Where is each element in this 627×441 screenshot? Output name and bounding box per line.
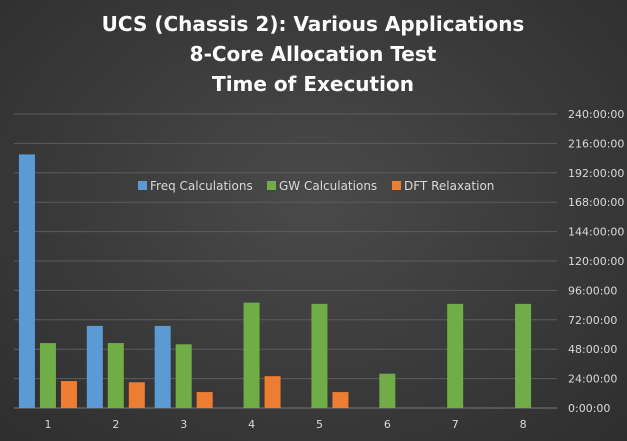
x-tick-label: 4 — [248, 418, 255, 431]
title-line-1: UCS (Chassis 2): Various Applications — [102, 12, 525, 36]
legend-label: DFT Relaxation — [404, 179, 494, 193]
y-tick-label: 240:00:00 — [568, 108, 624, 121]
x-tick-label: 6 — [384, 418, 391, 431]
bars — [18, 154, 532, 408]
bar-freq-calculations-1 — [18, 154, 35, 408]
bar-freq-calculations-3 — [154, 325, 171, 408]
bar-gw-calculations-6 — [379, 373, 396, 408]
bar-gw-calculations-8 — [515, 303, 532, 408]
x-tick-label: 3 — [180, 418, 187, 431]
bar-dft-relaxation-3 — [196, 392, 213, 408]
gridlines — [14, 113, 557, 409]
bar-freq-calculations-2 — [86, 325, 103, 408]
x-tick-label: 1 — [44, 418, 51, 431]
y-tick-label: 120:00:00 — [568, 255, 624, 268]
legend-swatch — [267, 181, 276, 190]
legend-swatch — [138, 181, 147, 190]
chart-title: UCS (Chassis 2): Various Applications 8-… — [102, 12, 525, 96]
title-line-2: 8-Core Allocation Test — [190, 42, 437, 66]
x-axis-tick-labels: 1 2 3 4 5 6 7 8 — [44, 418, 526, 431]
bar-dft-relaxation-4 — [264, 376, 281, 408]
y-tick-label: 168:00:00 — [568, 196, 624, 209]
bar-gw-calculations-4 — [243, 302, 260, 408]
x-tick-label: 7 — [452, 418, 459, 431]
y-tick-label: 0:00:00 — [568, 402, 610, 415]
y-tick-label: 48:00:00 — [568, 343, 617, 356]
x-tick-label: 5 — [316, 418, 323, 431]
bar-dft-relaxation-2 — [128, 382, 145, 408]
y-tick-label: 72:00:00 — [568, 314, 617, 327]
y-tick-label: 24:00:00 — [568, 373, 617, 386]
y-tick-label: 192:00:00 — [568, 167, 624, 180]
y-tick-label: 144:00:00 — [568, 226, 624, 239]
legend-swatch — [392, 181, 401, 190]
bar-dft-relaxation-5 — [332, 392, 349, 408]
x-tick-label: 8 — [520, 418, 527, 431]
bar-dft-relaxation-1 — [60, 381, 77, 408]
bar-gw-calculations-7 — [447, 303, 464, 408]
legend-label: GW Calculations — [279, 179, 377, 193]
y-tick-label: 96:00:00 — [568, 284, 617, 297]
title-line-3: Time of Execution — [212, 72, 414, 96]
y-tick-label: 216:00:00 — [568, 137, 624, 150]
x-tick-label: 2 — [112, 418, 119, 431]
bar-gw-calculations-5 — [311, 303, 328, 408]
y-axis-tick-labels: 0:00:00 24:00:00 48:00:00 72:00:00 96:00:00 1… — [568, 108, 624, 415]
bar-gw-calculations-2 — [107, 343, 124, 408]
bar-gw-calculations-1 — [39, 343, 56, 408]
legend: Freq Calculations GW Calculations DFT Rela… — [138, 179, 494, 193]
legend-label: Freq Calculations — [150, 179, 253, 193]
bar-gw-calculations-3 — [175, 344, 192, 408]
